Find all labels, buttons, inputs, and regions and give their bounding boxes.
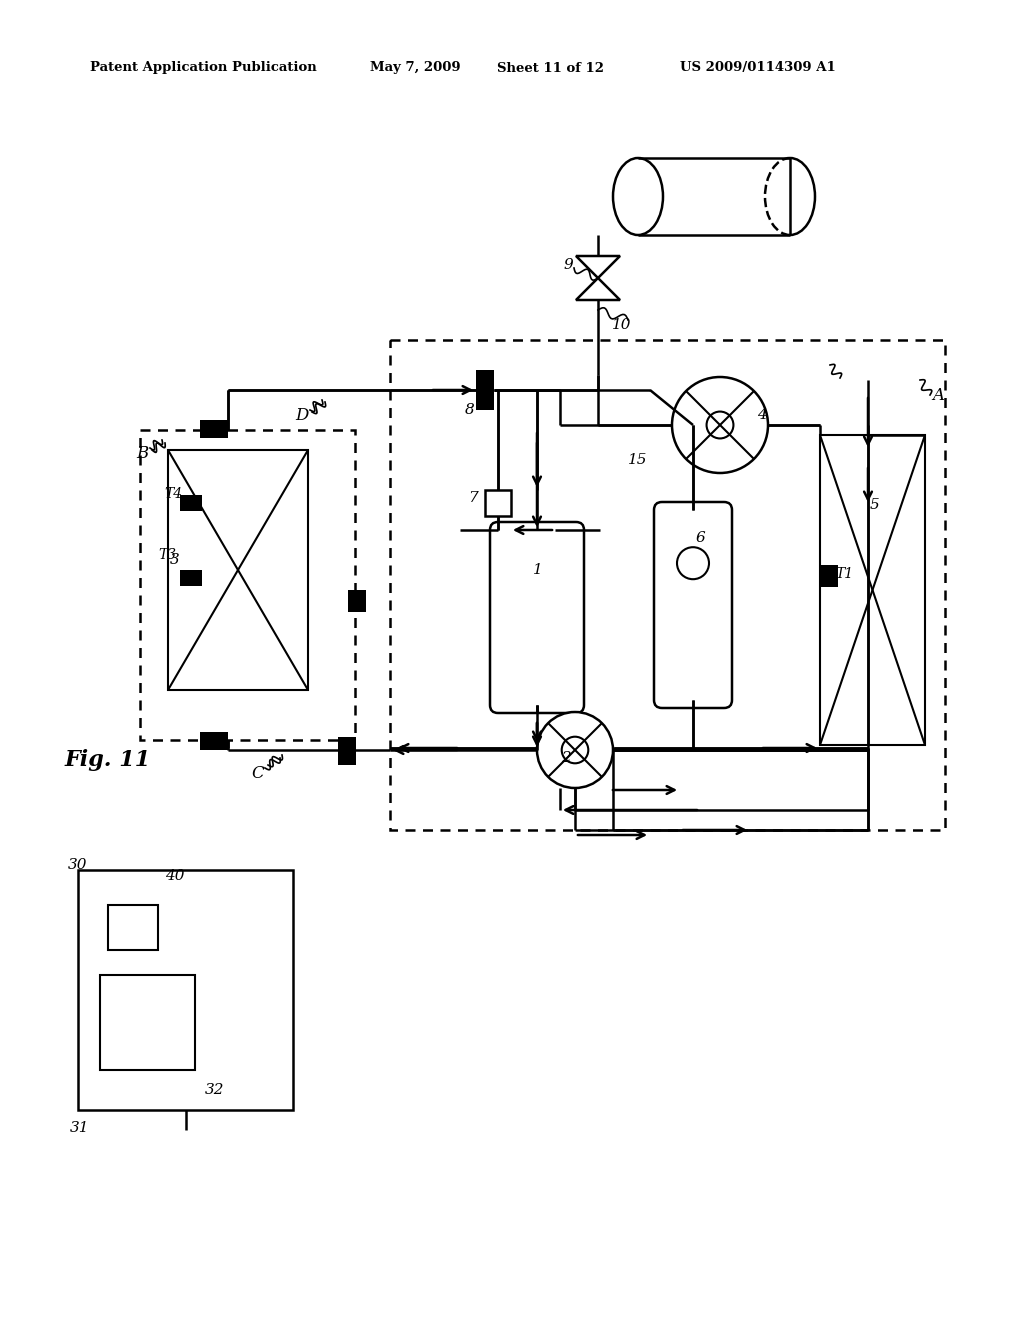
- Circle shape: [672, 378, 768, 473]
- Text: T4: T4: [164, 487, 182, 502]
- Circle shape: [537, 711, 613, 788]
- FancyBboxPatch shape: [490, 521, 584, 713]
- Text: 40: 40: [165, 869, 184, 883]
- Text: 10: 10: [612, 318, 632, 333]
- Bar: [476, 374, 494, 411]
- Text: 5: 5: [870, 498, 880, 512]
- Text: B: B: [136, 445, 148, 462]
- Bar: [476, 374, 494, 409]
- Text: 15: 15: [629, 453, 648, 467]
- Text: 30: 30: [69, 858, 88, 873]
- Bar: [390, 341, 945, 830]
- Text: Sheet 11 of 12: Sheet 11 of 12: [497, 62, 604, 74]
- Bar: [476, 370, 494, 408]
- Polygon shape: [575, 256, 620, 279]
- Text: A: A: [932, 387, 944, 404]
- Bar: [168, 450, 308, 690]
- Bar: [78, 870, 293, 1110]
- Bar: [348, 590, 366, 612]
- FancyBboxPatch shape: [654, 502, 732, 708]
- Ellipse shape: [613, 158, 663, 235]
- Text: 1: 1: [534, 564, 543, 577]
- Circle shape: [677, 548, 709, 579]
- Bar: [200, 420, 228, 438]
- Text: 4: 4: [757, 408, 767, 422]
- Text: C: C: [252, 766, 264, 783]
- Text: May 7, 2009: May 7, 2009: [370, 62, 461, 74]
- Text: 31: 31: [71, 1121, 90, 1135]
- Text: D: D: [295, 407, 308, 424]
- Text: T2: T2: [348, 601, 366, 614]
- Bar: [180, 570, 202, 586]
- Text: US 2009/0114309 A1: US 2009/0114309 A1: [680, 62, 836, 74]
- Bar: [820, 565, 838, 587]
- Text: 3: 3: [170, 553, 180, 568]
- Text: 7: 7: [468, 491, 478, 506]
- Text: Patent Application Publication: Patent Application Publication: [90, 62, 316, 74]
- Text: 32: 32: [205, 1082, 224, 1097]
- Bar: [108, 906, 158, 950]
- Bar: [180, 495, 202, 511]
- Text: 8: 8: [465, 403, 475, 417]
- Bar: [820, 436, 925, 744]
- Bar: [200, 733, 228, 750]
- Bar: [100, 975, 195, 1071]
- Text: 6: 6: [695, 531, 705, 545]
- Text: 2: 2: [561, 751, 570, 766]
- Text: T1: T1: [835, 568, 853, 581]
- Text: Fig. 11: Fig. 11: [65, 748, 152, 771]
- Polygon shape: [575, 279, 620, 300]
- Circle shape: [562, 737, 589, 763]
- Bar: [485, 490, 511, 516]
- Bar: [140, 430, 355, 741]
- Text: 9: 9: [563, 257, 572, 272]
- Circle shape: [707, 412, 733, 438]
- Text: T3: T3: [158, 548, 176, 562]
- Bar: [338, 737, 356, 766]
